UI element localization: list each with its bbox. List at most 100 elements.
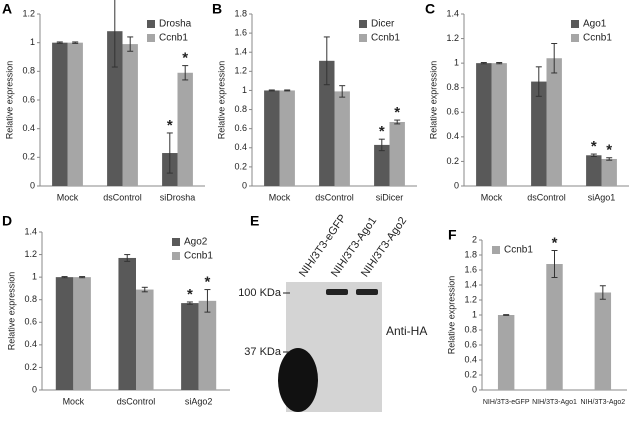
bar: [546, 58, 562, 186]
panel-label: D: [2, 213, 12, 229]
significance-mark: *: [167, 117, 173, 134]
x-tick-label: dsControl: [527, 192, 566, 202]
y-tick-label: 1.2: [464, 294, 477, 304]
significance-mark: *: [182, 50, 188, 67]
x-tick-label: dsControl: [315, 192, 354, 202]
legend-swatch: [359, 20, 367, 28]
y-tick-label: 0.2: [24, 362, 37, 372]
bar: [497, 315, 515, 390]
bar: [586, 155, 602, 186]
y-tick-label: 1.2: [24, 249, 37, 259]
y-tick-label: 0.4: [24, 339, 37, 349]
bar: [177, 72, 193, 186]
y-tick-label: 0.4: [234, 142, 247, 152]
y-tick-label: 1: [454, 58, 459, 68]
significance-mark: *: [591, 138, 597, 155]
legend-label: Drosha: [159, 19, 192, 30]
legend-swatch: [571, 20, 579, 28]
bar: [136, 289, 154, 390]
y-tick-label: 0: [472, 384, 477, 394]
legend-swatch: [147, 20, 155, 28]
legend-label: Ago2: [184, 237, 208, 248]
bar: [107, 31, 123, 187]
significance-mark: *: [606, 142, 612, 159]
x-tick-label: siAgo1: [588, 192, 616, 202]
legend-swatch: [359, 34, 367, 42]
y-tick-label: 0.2: [446, 156, 459, 166]
x-tick-label: Mock: [481, 192, 503, 202]
legend-label: Ccnb1: [184, 251, 213, 262]
bar: [374, 144, 390, 186]
bar: [319, 60, 335, 187]
x-tick-label: siDrosha: [160, 192, 196, 202]
significance-mark: *: [394, 104, 400, 121]
marker-label: 100 KDa: [238, 287, 282, 299]
y-tick-label: 1.4: [464, 279, 477, 289]
y-axis-title: Relative expression: [4, 61, 14, 140]
legend-swatch: [492, 246, 500, 254]
bar: [476, 63, 492, 187]
y-tick-label: 0: [32, 384, 37, 394]
bar: [491, 63, 507, 187]
y-tick-label: 0.6: [22, 94, 35, 104]
antibody-label: Anti-HA: [386, 324, 427, 338]
y-tick-label: 1.8: [464, 249, 477, 259]
y-axis-title: Relative expression: [216, 61, 226, 140]
y-tick-label: 0.6: [464, 339, 477, 349]
x-tick-label: siDicer: [376, 192, 404, 202]
y-tick-label: 1.4: [446, 8, 459, 18]
y-tick-label: 1: [32, 272, 37, 282]
y-tick-label: 1.2: [22, 8, 35, 18]
significance-mark: *: [187, 286, 193, 303]
x-tick-label: dsControl: [103, 192, 142, 202]
legend-swatch: [172, 238, 180, 246]
y-tick-label: 1.6: [464, 264, 477, 274]
panel-label: E: [250, 213, 259, 229]
y-tick-label: 1: [242, 85, 247, 95]
y-tick-label: 1.2: [234, 66, 247, 76]
bar: [52, 42, 68, 186]
x-tick-label: Mock: [63, 396, 85, 406]
bar: [601, 158, 617, 186]
x-tick-label: dsControl: [117, 396, 156, 406]
blot-panel: E 100 KDa 37 KDa Anti-HA NIH/3T3-eGFP NI…: [238, 212, 427, 412]
significance-mark: *: [205, 274, 211, 291]
legend-label: Ago1: [583, 19, 607, 30]
legend-label: Ccnb1: [371, 33, 400, 44]
blot-band: [356, 289, 378, 295]
y-tick-label: 0.8: [22, 66, 35, 76]
significance-mark: *: [379, 123, 385, 140]
y-tick-label: 1.2: [446, 33, 459, 43]
bar: [279, 90, 295, 186]
bar: [118, 257, 136, 390]
blot-blob: [278, 348, 318, 412]
bar: [546, 264, 563, 390]
bar: [334, 91, 350, 186]
legend-swatch: [147, 34, 155, 42]
y-tick-label: 0.6: [24, 317, 37, 327]
y-tick-label: 0.4: [464, 354, 477, 364]
bar: [594, 292, 612, 390]
y-tick-label: 0.2: [464, 369, 477, 379]
bar: [389, 121, 405, 186]
y-tick-label: 1: [30, 37, 35, 47]
legend-swatch: [172, 252, 180, 260]
x-tick-label: NIH/3T3-eGFP: [483, 399, 530, 406]
legend-swatch: [571, 34, 579, 42]
y-axis-title: Relative expression: [6, 272, 16, 351]
y-axis-title: Relative expression: [428, 61, 438, 140]
y-tick-label: 0.4: [446, 131, 459, 141]
x-tick-label: NIH/3T3-Ago2: [580, 399, 625, 406]
y-tick-label: 0.2: [234, 161, 247, 171]
y-tick-label: 0.8: [24, 294, 37, 304]
bar: [264, 90, 280, 186]
legend-label: Ccnb1: [583, 33, 612, 44]
x-tick-label: NIH/3T3-Ago1: [532, 399, 577, 406]
panel-label: C: [425, 1, 435, 17]
legend-label: Ccnb1: [504, 245, 533, 256]
y-axis-title: Relative expression: [446, 276, 456, 355]
marker-label: 37 KDa: [244, 346, 282, 358]
y-tick-label: 1.4: [24, 226, 37, 236]
x-tick-label: siAgo2: [185, 396, 213, 406]
y-tick-label: 0: [454, 180, 459, 190]
